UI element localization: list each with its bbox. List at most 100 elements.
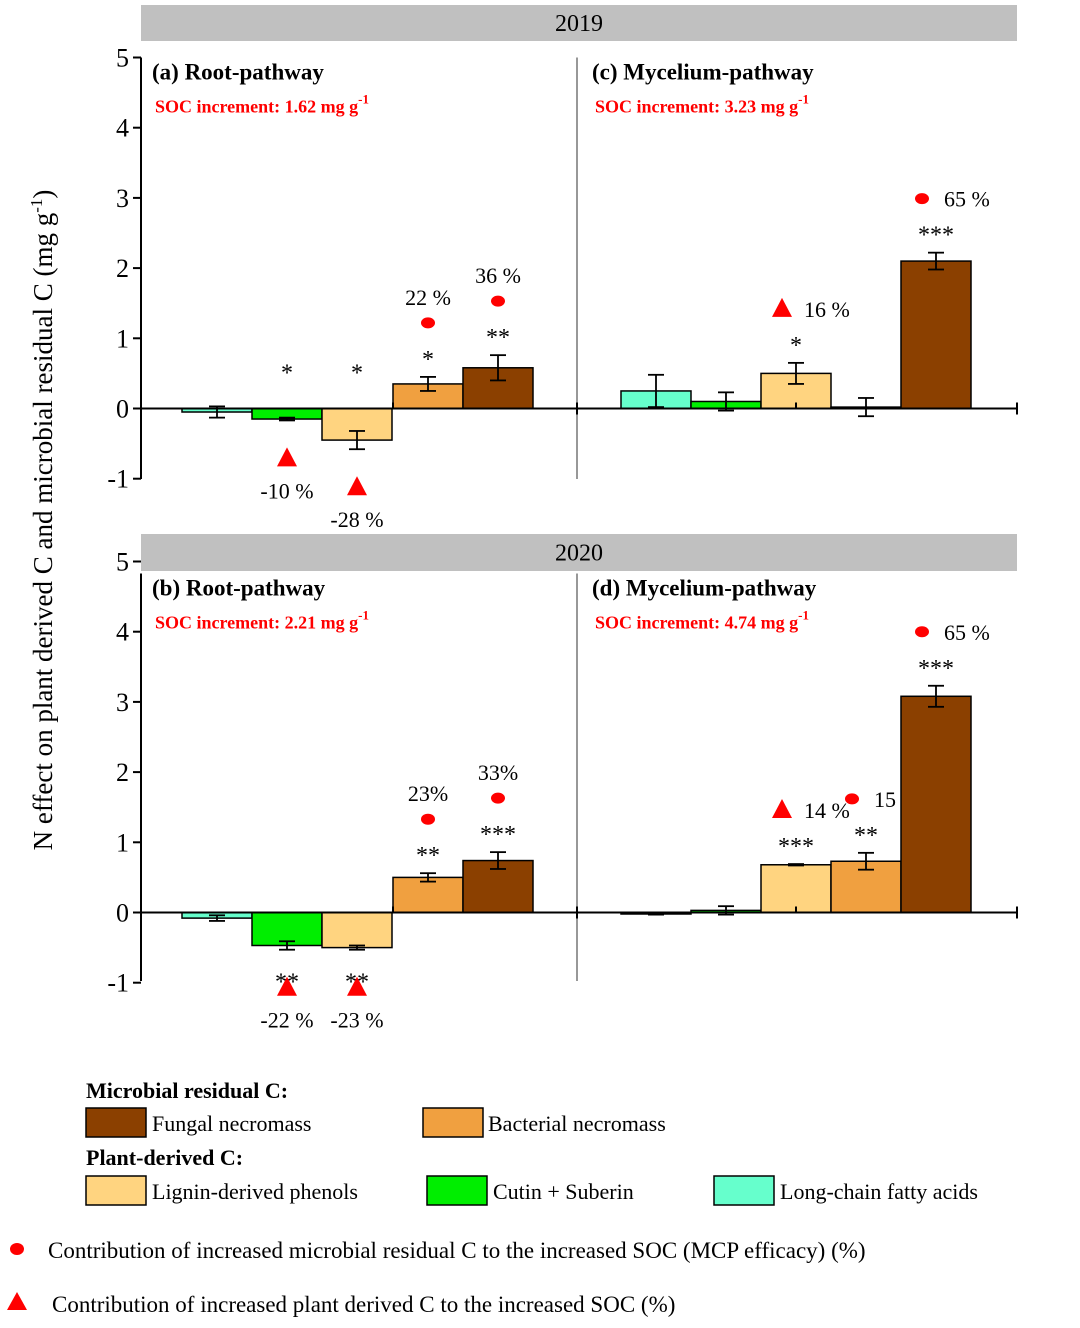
legend-item: Long-chain fatty acids — [713, 1175, 978, 1206]
bar-lignin-derived-phenols — [321, 911, 393, 949]
triangle-marker — [772, 799, 792, 819]
percent-label: 16 % — [804, 297, 850, 322]
triangle-marker — [277, 447, 297, 467]
dot-marker — [915, 626, 929, 638]
significance-label: * — [790, 333, 802, 359]
year-band — [141, 5, 1017, 41]
percent-label: 36 % — [475, 263, 521, 288]
legend-item-label: Lignin-derived phenols — [152, 1179, 358, 1204]
percent-label: 65 % — [944, 187, 990, 212]
y-axis-label-close: ) — [28, 190, 58, 199]
y-tick-label: 5 — [116, 548, 129, 577]
significance-label: *** — [918, 656, 954, 682]
bar-bacterial-necromass — [392, 876, 464, 914]
panel-mycelium: (c) Mycelium-pathway SOC increment: 3.23 … — [592, 60, 990, 418]
panel-root: (b) Root-pathway SOC increment: 2.21 mg g… — [152, 576, 534, 1033]
error-bar — [928, 684, 944, 708]
y-tick-label: 3 — [116, 688, 129, 717]
percent-label: 14 % — [804, 798, 850, 823]
y-tick-label: 4 — [116, 618, 129, 647]
significance-label: * — [422, 347, 434, 373]
percent-label: 33% — [478, 760, 518, 785]
y-tick-label: 2 — [116, 758, 129, 787]
error-bar — [420, 376, 436, 392]
dot-marker — [915, 193, 929, 205]
triangle-marker-key — [7, 1292, 27, 1310]
y-tick-label: 5 — [116, 44, 129, 73]
y-tick-label: 1 — [116, 324, 129, 353]
y-tick-label: 0 — [116, 395, 129, 424]
soc-increment: SOC increment: 3.23 mg g-1 — [595, 92, 809, 117]
significance-label: ** — [416, 843, 440, 869]
error-bar — [858, 851, 874, 871]
legend-swatch — [426, 1175, 488, 1206]
dot-marker-note: Contribution of increased microbial resi… — [48, 1238, 866, 1263]
significance-label: ** — [486, 325, 510, 351]
dot-marker — [491, 792, 505, 804]
panel-title: (a) Root-pathway — [152, 60, 324, 85]
legend-item-label: Long-chain fatty acids — [780, 1179, 978, 1204]
legend-item-label: Bacterial necromass — [488, 1111, 666, 1136]
percent-label: -28 % — [330, 507, 383, 532]
significance-label: *** — [480, 822, 516, 848]
error-bar — [349, 430, 365, 451]
row-2019: 2019 5 4 3 2 1 0 -1 (a) Root-pathway SOC incremen… — [107, 5, 1018, 532]
error-bar — [279, 416, 295, 422]
bar-fungal-necromass — [900, 260, 972, 410]
error-bar — [858, 397, 874, 418]
y-tick-label: -1 — [107, 465, 129, 494]
significance-label: * — [351, 361, 363, 387]
significance-label: *** — [778, 834, 814, 860]
significance-label: *** — [918, 223, 954, 249]
y-tick-label: -1 — [107, 969, 129, 998]
triangle-marker — [347, 976, 367, 996]
svg-text:N effect on plant derived C an: N effect on plant derived C and microbia… — [27, 190, 58, 851]
percent-label: -10 % — [260, 478, 313, 503]
legend-swatch — [85, 1107, 147, 1138]
percent-label: 65 % — [944, 620, 990, 645]
dot-marker — [491, 295, 505, 307]
y-tick-label: 0 — [116, 899, 129, 928]
legend: Microbial residual C: Plant-derived C: Fun… — [7, 1078, 978, 1317]
soc-increment: SOC increment: 2.21 mg g-1 — [155, 608, 369, 633]
dot-marker-key — [10, 1243, 24, 1255]
triangle-marker-note: Contribution of increased plant derived … — [52, 1292, 675, 1317]
legend-swatch — [422, 1107, 484, 1138]
legend-plant-title: Plant-derived C: — [86, 1145, 243, 1170]
legend-item: Bacterial necromass — [422, 1107, 666, 1138]
panel-title: (b) Root-pathway — [152, 576, 326, 601]
dot-marker — [421, 317, 435, 329]
legend-item: Lignin-derived phenols — [85, 1175, 358, 1206]
year-label: 2019 — [555, 11, 603, 37]
y-tick-label: 1 — [116, 828, 129, 857]
triangle-marker — [277, 976, 297, 996]
dot-marker — [421, 813, 435, 825]
legend-item: Cutin + Suberin — [426, 1175, 634, 1206]
error-bar — [490, 354, 506, 382]
panel-root: (a) Root-pathway SOC increment: 1.62 mg g… — [152, 60, 534, 532]
y-axis-label-sup: -1 — [27, 199, 46, 213]
soc-increment: SOC increment: 1.62 mg g-1 — [155, 92, 369, 117]
chart-rows: 2019 5 4 3 2 1 0 -1 (a) Root-pathway SOC incremen… — [107, 5, 1018, 1033]
panel-mycelium: (d) Mycelium-pathway SOC increment: 4.74 … — [592, 576, 990, 916]
y-tick-label: 4 — [116, 114, 129, 143]
percent-label: -22 % — [260, 1008, 313, 1033]
significance-label: * — [281, 361, 293, 387]
legend-item-label: Fungal necromass — [152, 1111, 311, 1136]
soc-increment: SOC increment: 4.74 mg g-1 — [595, 608, 809, 633]
bar-lignin-derived-phenols — [760, 864, 832, 914]
row-2020: 2020 5 4 3 2 1 0 -1 (b) Root-pathway SOC incremen… — [107, 534, 1018, 1033]
percent-label: 23% — [408, 781, 448, 806]
y-tick-label: 3 — [116, 184, 129, 213]
error-bar — [788, 361, 804, 385]
bar-fungal-necromass — [900, 695, 972, 914]
error-bar — [209, 914, 225, 922]
legend-swatch — [713, 1175, 775, 1206]
percent-label: -23 % — [330, 1008, 383, 1033]
legend-item-label: Cutin + Suberin — [493, 1179, 634, 1204]
error-bar — [928, 251, 944, 271]
error-bar — [788, 863, 804, 867]
legend-microbial-title: Microbial residual C: — [86, 1078, 288, 1103]
triangle-marker — [772, 297, 792, 317]
